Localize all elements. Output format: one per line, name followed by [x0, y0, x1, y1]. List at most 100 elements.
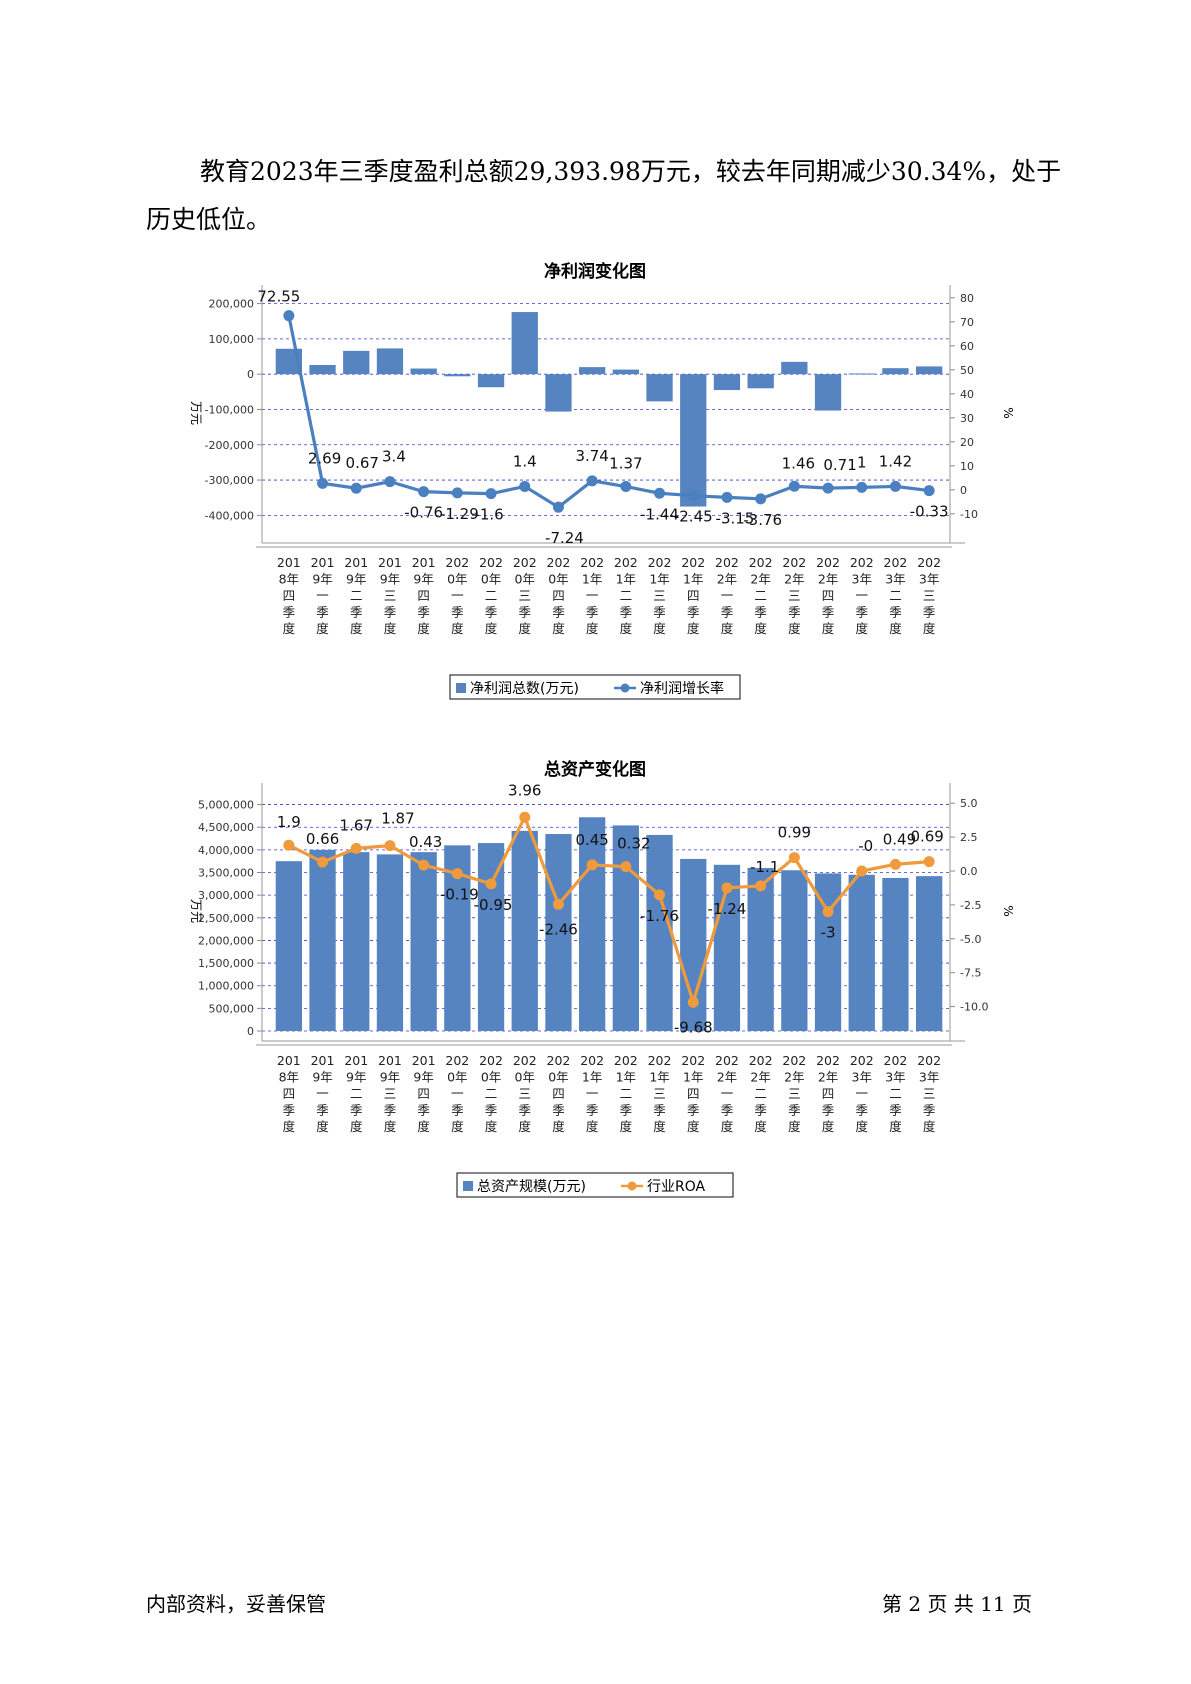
y-tick-label: 1,000,000 [198, 980, 254, 993]
line-point [788, 852, 800, 864]
x-tick-label: 四 [283, 588, 296, 603]
net-profit-chart-svg: 净利润变化图 200,000 100,000 0 -100,000 -200,000 -30… [189, 261, 1015, 700]
x-tick-label: 201 [412, 1053, 436, 1068]
x-tick-label: 度 [620, 1119, 633, 1134]
x-tick-label: 度 [923, 1119, 936, 1134]
bar [882, 877, 909, 1031]
x-tick-label: 202 [850, 1053, 874, 1068]
x-tick-label: 度 [653, 1119, 666, 1134]
line-point [620, 481, 632, 493]
series-line [288, 813, 930, 1008]
bar [713, 374, 741, 391]
data-label: -9.68 [674, 1018, 713, 1036]
y-tick-label: 2,000,000 [198, 934, 254, 947]
x-tick-label: 一 [855, 1086, 868, 1101]
x-tick-label: 202 [917, 555, 941, 570]
x-tick-label: 1年 [616, 1070, 636, 1085]
x-tick-label: 一 [855, 588, 868, 603]
x-tick-label: 3年 [885, 572, 905, 587]
x-tick-label: 9年 [312, 572, 332, 587]
line-point [822, 482, 834, 494]
x-tick-label: 季 [451, 1103, 464, 1118]
line-point [654, 487, 666, 499]
data-label: 3.74 [575, 447, 608, 465]
data-label: 1.37 [609, 455, 642, 473]
line-point [856, 865, 868, 877]
x-tick-label: 季 [417, 605, 430, 620]
x-tick-label: 0年 [481, 572, 501, 587]
legend: 净利润总数(万元) 净利润增长率 [449, 674, 741, 700]
bar [916, 366, 943, 375]
x-tick-label: 季 [620, 605, 633, 620]
data-label: -0.95 [474, 896, 513, 914]
y2-tick-label: 70 [960, 316, 974, 329]
x-tick-label: 三 [788, 588, 801, 603]
bar [511, 830, 538, 1031]
data-label: -1.44 [640, 505, 679, 523]
x-tick-label: 201 [378, 1053, 402, 1068]
x-tick-label: 季 [822, 1103, 835, 1118]
y-tick-label: 1,500,000 [198, 957, 254, 970]
bar [781, 870, 808, 1031]
x-tick-label: 1年 [582, 572, 602, 587]
line-point [317, 856, 329, 868]
y-tick-label: 5,000,000 [198, 799, 254, 812]
x-tick-label: 201 [277, 1053, 301, 1068]
bar [477, 374, 505, 388]
line-point [856, 481, 868, 493]
x-tick-label: 季 [788, 1103, 801, 1118]
x-tick-label: 季 [552, 1103, 565, 1118]
x-tick-label: 二 [754, 588, 767, 603]
x-tick-label: 季 [316, 605, 329, 620]
line-point [755, 493, 767, 505]
data-label: -3 [821, 924, 836, 942]
x-tick-label: 0年 [548, 1070, 568, 1085]
x-tick-label: 度 [316, 1119, 329, 1134]
x-tick-label: 四 [687, 1086, 700, 1101]
bar [781, 361, 808, 375]
data-label: 2.69 [308, 449, 341, 467]
data-label: -7.24 [545, 529, 584, 547]
x-tick-label: 二 [889, 1086, 902, 1101]
x-tick-label: 三 [518, 588, 531, 603]
x-tick-label: 一 [316, 588, 329, 603]
data-label: 0.66 [306, 830, 339, 848]
data-label: -3.76 [743, 511, 782, 529]
x-tick-label: 季 [822, 605, 835, 620]
x-tick-label: 1年 [616, 572, 636, 587]
y2-tick-label: 20 [960, 436, 974, 449]
total-assets-chart-svg: 总资产变化图 5,000,000 4,500,000 4,000,000 3,500,0… [189, 759, 1015, 1198]
bar [309, 365, 336, 375]
x-tick-label: 季 [855, 1103, 868, 1118]
x-tick-label: 0年 [447, 572, 467, 587]
x-tick-label: 度 [788, 621, 801, 636]
data-label: 1.67 [340, 816, 373, 834]
x-tick-label: 度 [283, 621, 296, 636]
x-tick-label: 季 [620, 1103, 633, 1118]
footer-page-number: 第 2 页 共 11 页 [882, 1592, 1032, 1616]
line-point [654, 889, 666, 901]
y2-tick-label: 0.0 [960, 865, 978, 878]
line-point [755, 880, 767, 892]
x-tick-label: 202 [513, 555, 537, 570]
x-tick-label: 2年 [784, 1070, 804, 1085]
x-tick-label: 度 [855, 1119, 868, 1134]
y-tick-label: -100,000 [205, 403, 254, 416]
y2-tick-label: 60 [960, 340, 974, 353]
y-tick-label: 3,500,000 [198, 867, 254, 880]
y2-axis-title: % [1001, 407, 1015, 418]
bar [511, 312, 538, 375]
x-tick-label: 四 [822, 1086, 835, 1101]
x-tick-label: 202 [513, 1053, 537, 1068]
x-tick-label: 201 [378, 555, 402, 570]
x-tick-label: 2年 [818, 1070, 838, 1085]
x-tick-label: 9年 [380, 572, 400, 587]
line-point [552, 898, 564, 910]
x-tick-label: 2年 [784, 572, 804, 587]
legend-bar-label: 总资产规模(万元) [477, 1179, 586, 1195]
x-tick-label: 季 [855, 605, 868, 620]
x-tick-label: 季 [586, 1103, 599, 1118]
line-point [283, 310, 295, 322]
bar [545, 834, 572, 1031]
x-tick-label: 四 [417, 1086, 430, 1101]
